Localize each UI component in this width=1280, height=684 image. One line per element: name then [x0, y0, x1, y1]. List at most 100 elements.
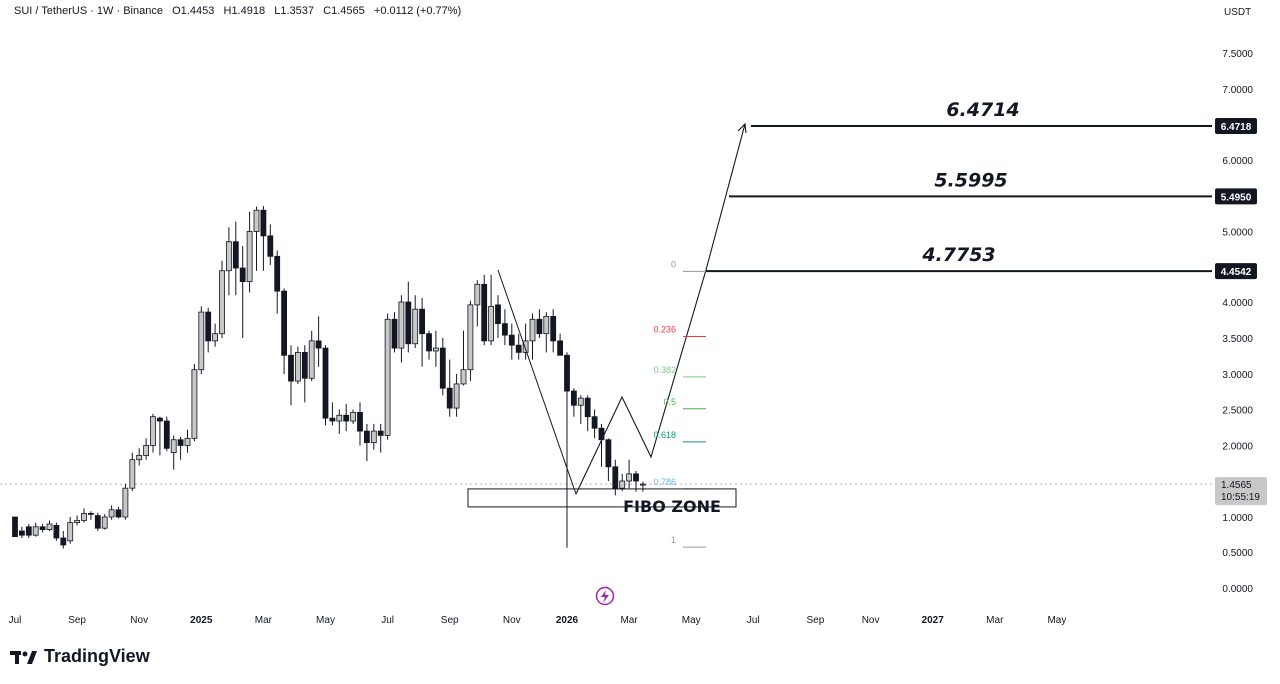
candle-body [488, 305, 495, 342]
candle [626, 459, 632, 489]
candle [412, 295, 419, 349]
candle-body [405, 301, 412, 345]
candle [212, 323, 219, 347]
candle [225, 227, 232, 296]
candle [571, 388, 577, 417]
candle [177, 436, 184, 460]
candle-body [322, 347, 329, 419]
candle-body [481, 283, 488, 342]
candle [129, 452, 136, 492]
currency-label[interactable]: USDT [1224, 7, 1252, 18]
candle [605, 438, 612, 481]
lightning-icon-ring [595, 586, 615, 606]
candle [301, 345, 308, 403]
candle-body [384, 318, 391, 436]
candle-body [598, 427, 605, 441]
candle [564, 352, 570, 548]
candle-body [143, 445, 150, 456]
candle [640, 481, 646, 492]
price-chart[interactable]: 0 0.236 0.382 0.5 0.618 0.786 1 FIBO ZONE 6.4714… [0, 0, 1280, 640]
candle-body [536, 318, 543, 335]
price-axis[interactable]: 6.4718 5.4950 4.4542 7.5000 7.0000 6.0000 5.00… [1215, 49, 1267, 595]
candle-body [170, 439, 177, 453]
time-tick: Mar [620, 615, 638, 626]
tradingview-brand[interactable]: TradingView [10, 646, 150, 667]
candle-body [626, 473, 632, 482]
candle [598, 423, 605, 467]
candle-body [94, 515, 101, 529]
candle-body [350, 411, 357, 422]
lightning-icon-bolt [601, 590, 609, 603]
candle [508, 323, 515, 360]
candle [39, 524, 46, 533]
target-price-badge[interactable]: 6.4718 [1215, 118, 1257, 135]
time-tick: Nov [130, 615, 148, 626]
candle [384, 313, 391, 440]
price-tick: 6.0000 [1222, 156, 1253, 167]
candle-body [39, 526, 46, 530]
candle-body [315, 340, 322, 349]
candle [281, 288, 288, 374]
target-price-badge[interactable]: 5.4950 [1215, 188, 1257, 205]
candle-body [281, 290, 288, 356]
candle-body [253, 209, 260, 232]
symbol-info: SUI / TetherUS · 1W · Binance O1.4453 H1… [14, 5, 462, 17]
tradingview-logo-icon [10, 650, 37, 664]
candle-body [543, 315, 550, 335]
candle-body [633, 473, 639, 482]
candle-body [515, 344, 522, 353]
candle-body [156, 417, 163, 422]
fib-level-label: 0.382 [653, 365, 676, 375]
candle-body [184, 437, 191, 446]
time-axis[interactable]: Jul Sep Nov 2025 Mar May Jul Sep Nov 2026 Mar May Ju… [9, 615, 1067, 626]
candle-body [163, 420, 170, 449]
candle-body [426, 333, 432, 352]
candle [370, 423, 377, 450]
candle [612, 459, 619, 496]
price-tick: 2.0000 [1222, 442, 1253, 453]
price-tick: 2.5000 [1222, 406, 1253, 417]
fibo-zone-label: FIBO ZONE [623, 497, 721, 516]
lightning-icon[interactable] [595, 586, 615, 606]
target-price-badge[interactable]: 4.4542 [1215, 263, 1257, 280]
candle-body [32, 526, 39, 536]
time-tick: Sep [441, 615, 459, 626]
candle-body [25, 526, 32, 536]
candle [143, 438, 150, 460]
candle-series [12, 205, 646, 549]
candle [584, 395, 591, 432]
candle [32, 522, 39, 537]
candle [60, 531, 67, 549]
candle-body [81, 513, 87, 521]
trend-line [497, 269, 577, 495]
candle [25, 524, 32, 538]
candle [474, 280, 481, 327]
candle [550, 309, 557, 353]
price-tick: 3.0000 [1222, 370, 1253, 381]
time-tick: Jul [9, 615, 22, 626]
candle [191, 363, 198, 442]
candle [391, 312, 398, 353]
time-tick: Jul [381, 615, 394, 626]
candle-body [308, 340, 315, 379]
candle [633, 471, 639, 492]
candle-body [343, 414, 350, 422]
candle [67, 517, 74, 544]
candle [357, 402, 363, 446]
candle-body [439, 347, 446, 389]
candle-body [60, 537, 67, 546]
price-tick: 1.0000 [1222, 513, 1253, 524]
candle-body [398, 301, 405, 349]
candle [253, 206, 260, 271]
candle-body [260, 209, 267, 237]
time-tick: 2025 [190, 615, 213, 626]
current-price-value: 1.4565 [1221, 480, 1252, 491]
candle-body [640, 483, 646, 486]
fibo-zone-box [467, 488, 737, 508]
candle-body [412, 308, 419, 345]
candle-body [564, 354, 570, 392]
candle-body [377, 430, 384, 436]
target-badge-bg [1215, 118, 1257, 135]
candle [246, 211, 253, 293]
